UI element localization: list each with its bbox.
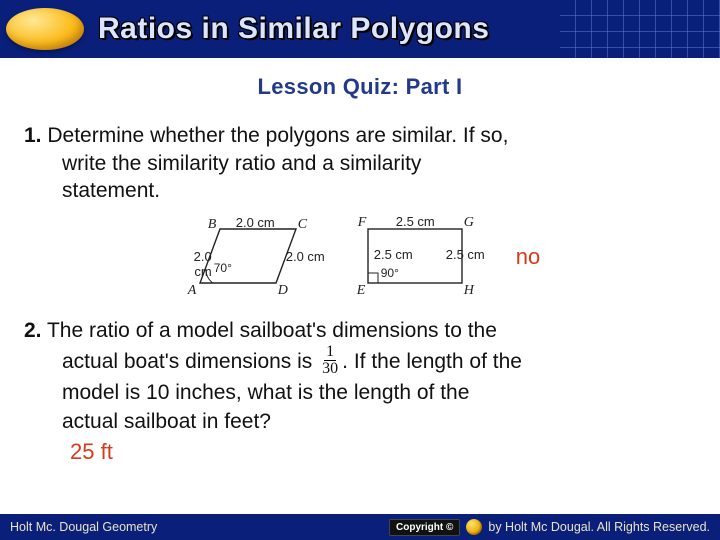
dim-FG: 2.5 cm: [396, 214, 435, 229]
vertex-H: H: [464, 283, 474, 299]
q1-line3: statement.: [24, 177, 696, 205]
footer-left: Holt Mc. Dougal Geometry: [10, 520, 157, 534]
vertex-G: G: [464, 215, 474, 231]
q1-number: 1.: [24, 124, 42, 147]
q1-line1: Determine whether the polygons are simil…: [47, 124, 508, 147]
vertex-B: B: [208, 217, 217, 233]
angle-E: 90°: [381, 266, 399, 280]
question-1: 1. Determine whether the polygons are si…: [24, 122, 696, 205]
q1-line2: write the similarity ratio and a similar…: [24, 150, 696, 178]
copyright-text: by Holt Mc Dougal. All Rights Reserved.: [488, 520, 710, 534]
q2-line-b: actual boat's dimensions is 130. If the …: [24, 346, 696, 379]
header-bar: Ratios in Similar Polygons: [0, 0, 720, 58]
lesson-subtitle: Lesson Quiz: Part I: [0, 74, 720, 100]
q2-text-b2: . If the length of the: [342, 350, 522, 373]
dim-BC: 2.0 cm: [236, 215, 275, 230]
q2-answer: 25 ft: [70, 439, 696, 465]
copyright-badge: Copyright ©: [389, 519, 460, 536]
vertex-F: F: [358, 215, 367, 231]
q2-line-d: actual sailboat in feet?: [24, 408, 696, 437]
figure-parallelogram: B 2.0 cm C 2.0 cm 2.0 cm 70° A D: [180, 211, 330, 303]
vertex-A: A: [188, 283, 197, 299]
dim-GH: 2.5 cm: [446, 247, 490, 262]
q2-line-c: model is 10 inches, what is the length o…: [24, 379, 696, 408]
dim-AB: 2.0 cm: [180, 249, 212, 279]
angle-A: 70°: [214, 261, 232, 275]
question-2: 2. The ratio of a model sailboat's dimen…: [24, 317, 696, 437]
frac-num: 1: [324, 344, 336, 361]
vertex-E: E: [357, 283, 366, 299]
header-grid-pattern: [560, 0, 720, 58]
figure-rectangle: F 2.5 cm G 2.5 cm 2.5 cm 90° E H: [346, 211, 486, 303]
q2-line-a: The ratio of a model sailboat's dimensio…: [47, 319, 497, 342]
fraction-1-30: 130: [320, 344, 340, 377]
q1-figures: B 2.0 cm C 2.0 cm 2.0 cm 70° A D F 2.5 c…: [24, 211, 696, 303]
frac-den: 30: [320, 361, 340, 377]
hm-logo-icon: [466, 519, 482, 535]
q2-text-b1: actual boat's dimensions is: [62, 350, 318, 373]
dim-CD: 2.0 cm: [286, 249, 325, 264]
footer-bar: Holt Mc. Dougal Geometry Copyright © by …: [0, 514, 720, 540]
logo-oval: [6, 8, 84, 50]
vertex-D: D: [278, 283, 288, 299]
dim-EF: 2.5 cm: [374, 247, 413, 262]
q2-number: 2.: [24, 319, 42, 342]
vertex-C: C: [298, 217, 307, 233]
q1-answer: no: [516, 244, 540, 270]
footer-right: Copyright © by Holt Mc Dougal. All Right…: [389, 519, 710, 536]
page-title: Ratios in Similar Polygons: [98, 12, 489, 46]
content-area: 1. Determine whether the polygons are si…: [0, 100, 720, 465]
